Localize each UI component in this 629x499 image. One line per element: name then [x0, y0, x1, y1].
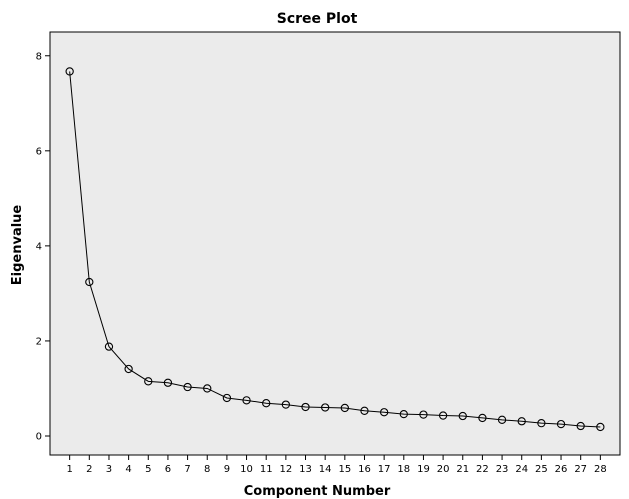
data-point	[360, 406, 369, 415]
y-axis: 0 2 4 6 8	[36, 51, 50, 442]
x-tick-label: 16	[358, 464, 371, 475]
chart-title: Scree Plot	[277, 11, 358, 27]
y-tick-label: 6	[36, 146, 42, 157]
x-tick-label: 18	[397, 464, 410, 475]
data-point	[281, 400, 291, 409]
x-tick-label: 7	[184, 464, 190, 475]
x-tick-label: 1	[66, 464, 72, 475]
x-tick-label: 24	[515, 464, 528, 475]
data-point	[321, 403, 330, 412]
x-tick-label: 2	[86, 464, 92, 475]
data-point	[104, 342, 114, 351]
x-tick-label: 20	[437, 464, 450, 475]
x-tick-label: 8	[204, 464, 210, 475]
data-point	[596, 422, 605, 432]
data-point	[517, 417, 526, 426]
data-point	[497, 415, 507, 424]
x-tick-label: 23	[496, 464, 509, 475]
data-point	[222, 393, 232, 403]
x-tick-label: 4	[125, 464, 131, 475]
data-point	[458, 411, 467, 421]
data-point	[301, 402, 310, 412]
data-point	[242, 396, 251, 405]
x-tick-label: 27	[574, 464, 587, 475]
x-tick-label: 21	[456, 464, 469, 475]
x-tick-label: 9	[224, 464, 230, 475]
plot-area	[49, 31, 621, 456]
data-point	[537, 419, 546, 428]
x-tick-label: 25	[535, 464, 548, 475]
x-tick-label: 13	[299, 464, 312, 475]
data-point	[478, 413, 487, 423]
data-point	[144, 377, 153, 386]
data-point	[419, 410, 428, 419]
x-axis: 1 2 3 4 5 6 7 8 9 10 11 12 13 14 15 16 17 18 19 20 21 22 23 24 2…	[66, 455, 607, 475]
x-tick-label: 28	[594, 464, 607, 475]
x-tick-label: 12	[279, 464, 292, 475]
data-point	[556, 419, 566, 429]
data-point	[124, 364, 133, 374]
x-tick-label: 14	[319, 464, 332, 475]
x-axis-label: Component Number	[244, 484, 391, 499]
data-point	[399, 409, 408, 419]
data-point	[340, 403, 349, 413]
x-tick-label: 15	[338, 464, 351, 475]
y-tick-label: 8	[36, 51, 42, 62]
x-tick-label: 22	[476, 464, 489, 475]
data-point	[438, 411, 448, 420]
x-tick-label: 17	[378, 464, 391, 475]
eigenvalue-points	[65, 67, 605, 432]
y-tick-label: 2	[36, 336, 42, 347]
x-tick-label: 10	[240, 464, 253, 475]
y-tick-label: 0	[36, 431, 42, 442]
x-tick-label: 6	[165, 464, 171, 475]
data-point	[379, 408, 389, 417]
data-point	[163, 378, 173, 387]
x-tick-label: 11	[260, 464, 273, 475]
x-tick-label: 3	[106, 464, 112, 475]
data-point	[203, 384, 212, 393]
data-point	[576, 421, 585, 431]
data-point	[65, 67, 74, 76]
x-tick-label: 19	[417, 464, 430, 475]
y-tick-label: 4	[36, 241, 42, 252]
eigenvalue-line	[69, 71, 601, 428]
data-point	[183, 382, 192, 392]
y-axis-label: Eigenvalue	[10, 205, 25, 286]
x-tick-label: 5	[145, 464, 151, 475]
x-tick-label: 26	[555, 464, 568, 475]
data-point	[85, 277, 94, 287]
data-point	[262, 399, 271, 408]
